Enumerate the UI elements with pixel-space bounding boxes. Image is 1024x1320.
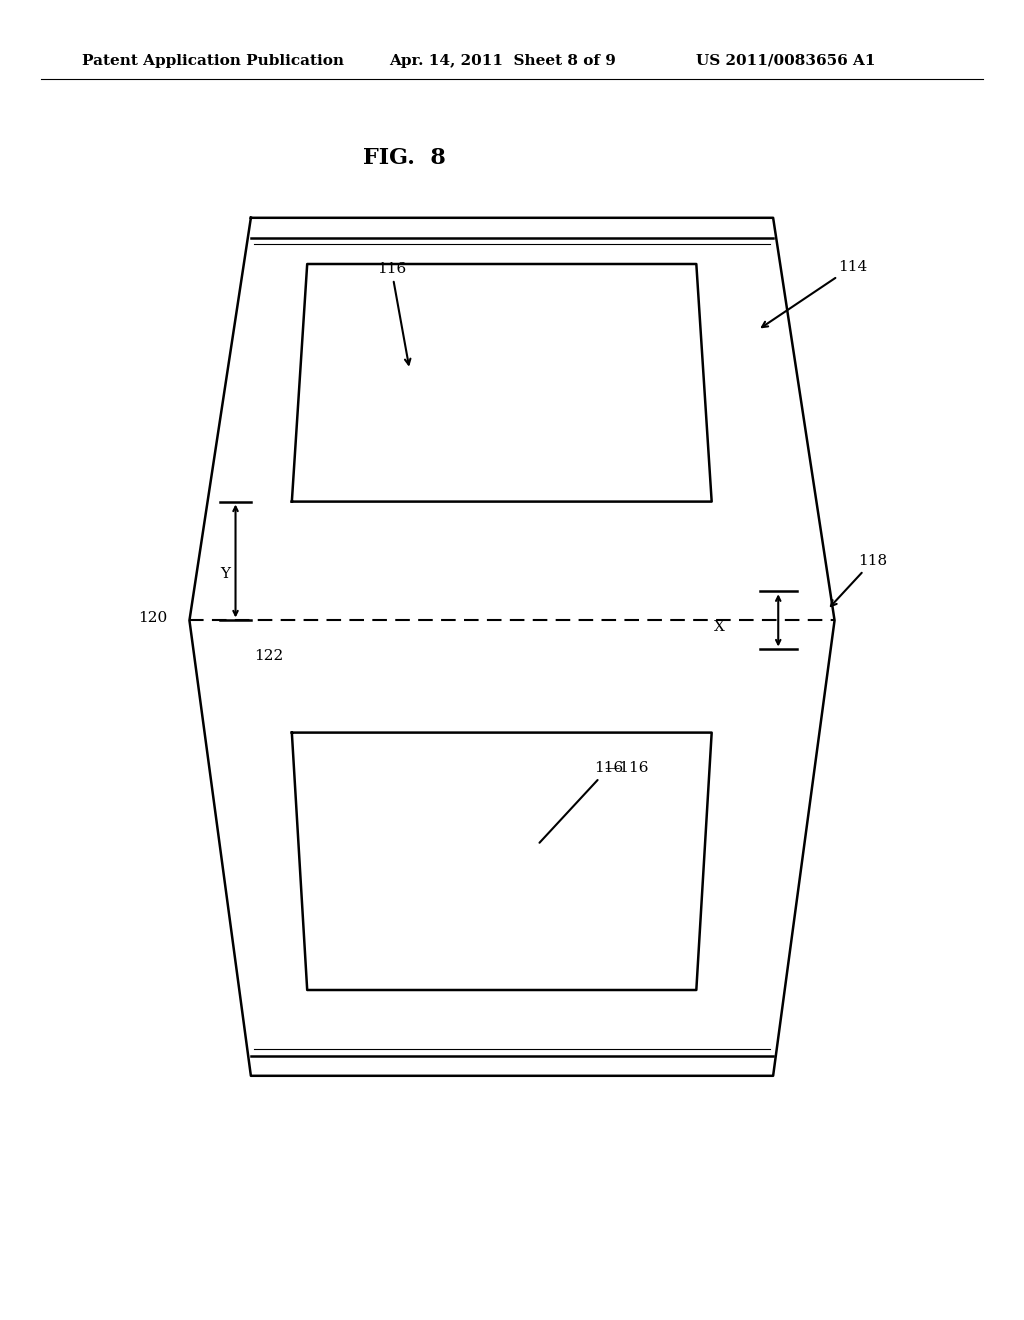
Text: Apr. 14, 2011  Sheet 8 of 9: Apr. 14, 2011 Sheet 8 of 9: [389, 54, 616, 67]
Text: Y: Y: [220, 568, 230, 581]
Text: 120: 120: [137, 611, 167, 624]
Text: 122: 122: [254, 649, 284, 664]
Text: FIG.  8: FIG. 8: [364, 148, 445, 169]
Text: 118: 118: [830, 554, 887, 606]
Text: 114: 114: [762, 260, 867, 327]
Text: 116: 116: [540, 762, 624, 842]
Text: 116: 116: [377, 263, 411, 364]
Text: Patent Application Publication: Patent Application Publication: [82, 54, 344, 67]
Text: X: X: [714, 620, 725, 634]
Text: —116: —116: [604, 762, 648, 775]
Text: US 2011/0083656 A1: US 2011/0083656 A1: [696, 54, 876, 67]
